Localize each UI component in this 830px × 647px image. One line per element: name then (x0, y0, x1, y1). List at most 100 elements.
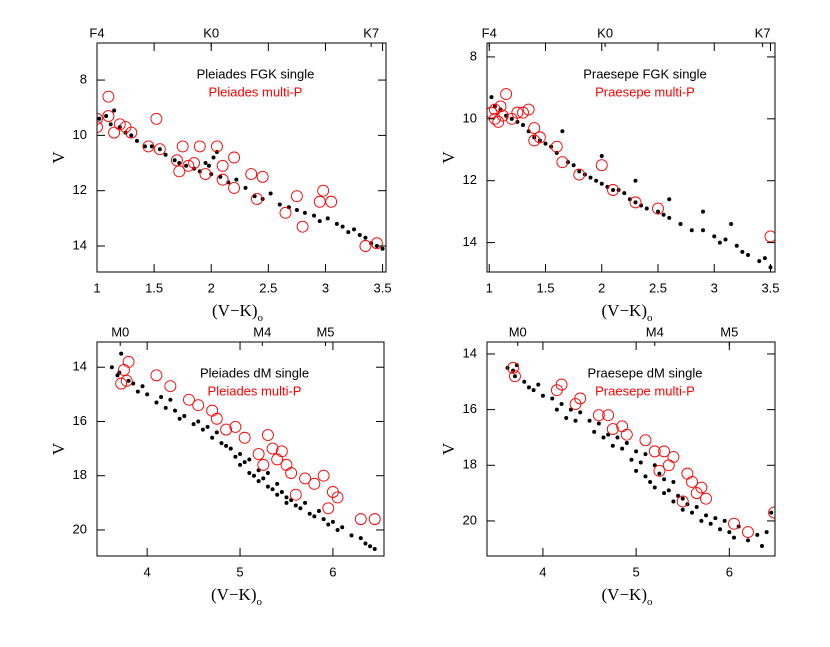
plot-area (109, 351, 381, 551)
dot-marker (596, 421, 601, 426)
dot-marker (172, 158, 177, 163)
dot-marker (587, 418, 592, 423)
dot-marker (522, 379, 527, 384)
open-marker (676, 495, 689, 508)
dot-marker (142, 144, 147, 149)
dot-marker (554, 407, 559, 412)
dot-marker (638, 460, 643, 465)
x-tick-label: 2.5 (259, 280, 277, 295)
dot-marker (149, 144, 154, 149)
dot-marker (349, 533, 354, 538)
x-axis-label-main: (V−K) (602, 585, 647, 604)
dot-marker (154, 400, 159, 405)
dot-marker (294, 208, 299, 213)
open-marker (120, 374, 133, 387)
dot-marker (690, 510, 695, 515)
plot-frame (486, 42, 776, 273)
open-marker (220, 423, 233, 436)
dot-marker (643, 474, 648, 479)
dot-marker (648, 479, 653, 484)
open-marker (256, 170, 269, 183)
dot-marker (196, 419, 201, 424)
dot-marker (277, 202, 282, 207)
dot-marker (330, 519, 335, 524)
dot-marker (279, 489, 284, 494)
dot-marker (307, 511, 312, 516)
open-marker (488, 103, 501, 116)
dot-marker (729, 222, 734, 227)
open-marker (125, 126, 138, 139)
open-marker (164, 380, 177, 393)
legend-label: Praesepe multi-P (595, 84, 695, 99)
dot-marker (622, 191, 627, 196)
open-marker (117, 363, 130, 376)
dot-marker (284, 500, 289, 505)
x-tick-label: 3.5 (761, 280, 779, 295)
dot-marker (368, 544, 373, 549)
dot-marker (211, 155, 216, 160)
x-axis-label-sub: o (647, 312, 653, 324)
top-tick-label: M0 (111, 324, 129, 339)
dot-marker (163, 405, 168, 410)
dot-marker (521, 123, 525, 128)
open-marker (509, 370, 521, 383)
dot-marker (261, 476, 266, 481)
dot-marker (657, 471, 662, 476)
dot-marker (713, 516, 718, 521)
dot-marker (205, 424, 210, 429)
dot-marker (540, 393, 545, 398)
dot-marker (265, 484, 270, 489)
dot-marker (594, 178, 599, 183)
open-marker (275, 445, 288, 458)
open-marker (368, 513, 381, 526)
x-tick-label: 3.5 (374, 280, 392, 295)
x-tick-label: 4 (144, 564, 151, 579)
y-tick-label: 16 (73, 413, 87, 428)
dot-marker (661, 212, 666, 217)
y-tick-label: 12 (73, 182, 87, 197)
dot-marker (531, 388, 536, 393)
dot-marker (159, 395, 164, 400)
dot-marker (284, 495, 289, 500)
open-marker (742, 526, 754, 539)
dot-marker (633, 178, 638, 183)
open-marker (653, 464, 666, 477)
open-marker (122, 355, 135, 368)
dot-marker (303, 500, 308, 505)
dot-marker (109, 365, 114, 370)
open-marker (176, 140, 189, 153)
open-marker (228, 151, 241, 164)
dot-marker (667, 215, 672, 220)
open-marker (528, 134, 541, 147)
open-marker (290, 190, 303, 203)
dot-marker (514, 363, 519, 368)
dot-marker (509, 116, 514, 121)
open-marker (245, 168, 258, 181)
dot-marker (667, 197, 672, 202)
dot-marker (717, 240, 722, 245)
dot-marker (97, 116, 102, 121)
x-axis-label: (V−K)o (211, 585, 262, 608)
legend-label: Pleiades dM single (200, 365, 309, 380)
y-tick-label: 14 (463, 234, 477, 249)
open-marker (113, 118, 126, 131)
dot-marker (157, 147, 162, 152)
open-marker (313, 195, 326, 208)
open-marker (182, 159, 195, 172)
open-marker (690, 487, 703, 500)
x-tick-label: 1.5 (536, 280, 554, 295)
dot-marker (173, 408, 178, 413)
x-tick-label: 5 (236, 564, 243, 579)
open-marker (210, 140, 223, 153)
open-marker (210, 412, 223, 425)
dot-marker (317, 219, 322, 224)
x-tick-label: 3 (322, 280, 329, 295)
top-tick-label: M0 (509, 324, 527, 339)
dot-marker (755, 532, 760, 537)
open-marker (199, 168, 212, 181)
dot-marker (634, 449, 639, 454)
open-marker (108, 126, 121, 139)
open-marker (606, 423, 619, 436)
open-marker (500, 88, 513, 101)
dot-marker (577, 169, 582, 174)
